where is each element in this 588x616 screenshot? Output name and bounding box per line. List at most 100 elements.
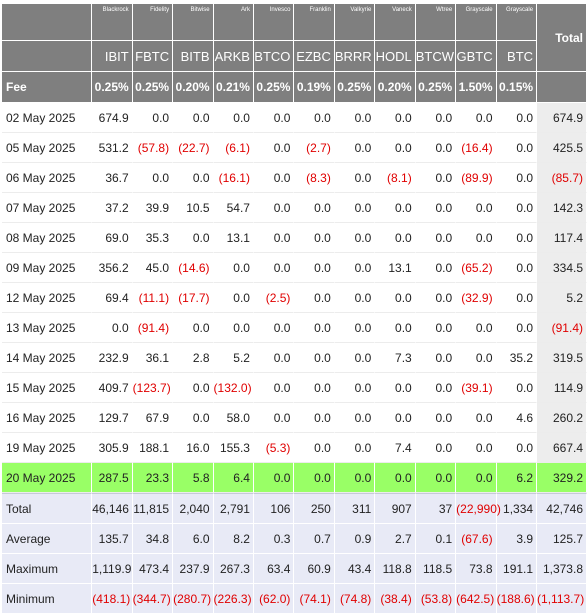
date-cell: 14 May 2025 xyxy=(2,343,93,373)
fee-value: 0.25% xyxy=(92,72,133,103)
summary-value-cell: 0.7 xyxy=(294,524,335,554)
summary-value-cell: (74.1) xyxy=(294,584,335,614)
date-cell: 06 May 2025 xyxy=(2,163,93,193)
issuer-label: Wtree xyxy=(415,4,457,41)
flow-value-cell: 0.0 xyxy=(415,253,457,283)
flow-value-cell: (11.1) xyxy=(132,283,174,313)
flow-value-cell: 0.0 xyxy=(253,253,295,283)
flow-value-cell: 0.0 xyxy=(334,283,376,313)
flow-value-cell: 0.0 xyxy=(334,253,376,283)
summary-value-cell: 135.7 xyxy=(92,524,133,554)
row-total-cell: 142.3 xyxy=(537,193,587,223)
row-total-cell: 334.5 xyxy=(537,253,587,283)
issuer-header-row: Blackrock Fidelity Bitwise Ark Invesco Frankl… xyxy=(2,4,587,72)
summary-value-cell: 1,334 xyxy=(496,493,538,524)
flow-value-cell: 0.0 xyxy=(415,283,457,313)
summary-value-cell: 63.4 xyxy=(253,554,295,584)
flow-value-cell: 7.4 xyxy=(375,433,416,463)
flow-value-cell: 0.0 xyxy=(334,343,376,373)
flow-value-cell: 2.8 xyxy=(173,343,214,373)
flow-value-cell: 0.0 xyxy=(375,133,416,163)
row-total-cell: (85.7) xyxy=(537,163,587,193)
flow-value-cell: (123.7) xyxy=(132,373,174,403)
flow-value-cell: 0.0 xyxy=(496,373,538,403)
flow-value-cell: (2.7) xyxy=(294,133,335,163)
flow-value-cell: (39.1) xyxy=(456,373,497,403)
summary-value-cell: (67.6) xyxy=(456,524,497,554)
flow-value-cell: 531.2 xyxy=(92,133,133,163)
flow-value-cell: 58.0 xyxy=(213,403,254,433)
flow-value-cell: 0.0 xyxy=(456,313,497,343)
ticker-label: HODL xyxy=(375,41,416,72)
flow-value-cell: 67.9 xyxy=(132,403,174,433)
flow-value-cell: 16.0 xyxy=(173,433,214,463)
row-total-cell: 319.5 xyxy=(537,343,587,373)
flow-value-cell: 0.0 xyxy=(294,343,335,373)
flow-value-cell: 0.0 xyxy=(496,103,538,133)
summary-value-cell: (22,990) xyxy=(456,493,501,524)
flow-value-cell: 0.0 xyxy=(213,253,254,283)
summary-value-cell: 473.4 xyxy=(132,554,174,584)
flow-value-cell: (89.9) xyxy=(456,163,497,193)
flow-value-cell: 6.4 xyxy=(213,463,254,493)
flow-value-cell: 0.0 xyxy=(334,223,376,253)
flow-value-cell: 45.0 xyxy=(132,253,174,283)
date-cell: 19 May 2025 xyxy=(2,433,93,463)
fee-value: 1.50% xyxy=(456,72,497,103)
flow-value-cell: 35.2 xyxy=(496,343,538,373)
flow-value-cell: 0.0 xyxy=(334,133,376,163)
ticker-label: ARKB xyxy=(213,41,254,72)
table-row-highlighted: 20 May 2025 287.5 23.3 5.8 6.4 0.0 0.0 0.0 0.0 0.… xyxy=(2,463,587,493)
row-total-cell: 260.2 xyxy=(537,403,587,433)
flow-value-cell: 0.0 xyxy=(253,313,295,343)
fee-value: 0.25% xyxy=(334,72,376,103)
fee-total-cell xyxy=(537,72,587,103)
flow-value-cell: 0.0 xyxy=(456,343,497,373)
flow-value-cell: 0.0 xyxy=(253,343,295,373)
flow-value-cell: 0.0 xyxy=(253,103,295,133)
summary-value-cell: 118.5 xyxy=(415,554,457,584)
flow-value-cell: (5.3) xyxy=(253,433,295,463)
table-row: 09 May 2025 356.2 45.0 (14.6) 0.0 0.0 0.0 0.0 13… xyxy=(2,253,587,283)
fee-value: 0.25% xyxy=(253,72,295,103)
flow-value-cell: 0.0 xyxy=(415,373,457,403)
flow-value-cell: 155.3 xyxy=(213,433,254,463)
flow-value-cell: 7.3 xyxy=(375,343,416,373)
flow-value-cell: 0.0 xyxy=(456,433,497,463)
flow-value-cell: 0.0 xyxy=(375,103,416,133)
flow-value-cell: 0.0 xyxy=(213,313,254,343)
summary-value-cell: 2.7 xyxy=(375,524,416,554)
flow-value-cell: 0.0 xyxy=(496,283,538,313)
summary-value-cell: 8.2 xyxy=(213,524,254,554)
flow-value-cell: 0.0 xyxy=(294,373,335,403)
flow-value-cell: 35.3 xyxy=(132,223,174,253)
date-cell: 16 May 2025 xyxy=(2,403,93,433)
date-cell: 12 May 2025 xyxy=(2,283,93,313)
flow-value-cell: 0.0 xyxy=(496,193,538,223)
flow-value-cell: 0.0 xyxy=(456,463,497,493)
flow-value-cell: 37.2 xyxy=(92,193,133,223)
flow-value-cell: 0.0 xyxy=(173,403,214,433)
issuer-label: Bitwise xyxy=(173,4,214,41)
fee-value: 0.25% xyxy=(415,72,457,103)
issuer-label: Valkyrie xyxy=(334,4,376,41)
flow-value-cell: 0.0 xyxy=(294,223,335,253)
flow-value-cell: 0.0 xyxy=(334,193,376,223)
flow-value-cell: 129.7 xyxy=(92,403,133,433)
flow-value-cell: 0.0 xyxy=(415,403,457,433)
flow-value-cell: 0.0 xyxy=(375,193,416,223)
flow-value-cell: 0.0 xyxy=(253,223,295,253)
fee-value: 0.21% xyxy=(213,72,254,103)
flow-value-cell: 0.0 xyxy=(496,163,538,193)
summary-value-cell: 34.8 xyxy=(132,524,174,554)
fee-value: 0.20% xyxy=(173,72,214,103)
flow-value-cell: 10.5 xyxy=(173,193,214,223)
flow-value-cell: 409.7 xyxy=(92,373,133,403)
summary-value-cell: 311 xyxy=(334,493,376,524)
summary-value-cell: 43.4 xyxy=(334,554,376,584)
summary-value-cell: 37 xyxy=(415,493,457,524)
flow-value-cell: 0.0 xyxy=(334,403,376,433)
etf-flow-table: Blackrock Fidelity Bitwise Ark Invesco Frankl… xyxy=(2,4,587,614)
date-cell: 13 May 2025 xyxy=(2,313,93,343)
summary-value-cell: 267.3 xyxy=(213,554,254,584)
